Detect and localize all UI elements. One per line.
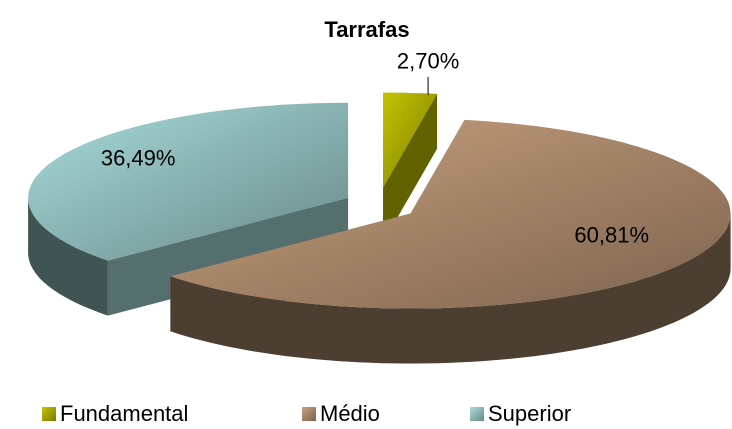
slice-side bbox=[170, 213, 731, 364]
legend-label: Médio bbox=[320, 401, 380, 426]
data-label: 60,81% bbox=[574, 223, 649, 248]
legend-label: Fundamental bbox=[60, 401, 188, 426]
data-label: 2,70% bbox=[397, 49, 459, 74]
slice-side bbox=[28, 197, 108, 316]
legend-swatch bbox=[42, 407, 56, 421]
pie-slice bbox=[170, 119, 731, 309]
pie-slice bbox=[28, 102, 349, 261]
pie-slice bbox=[383, 92, 437, 188]
chart-title: Tarrafas bbox=[324, 17, 409, 42]
slice-wall bbox=[107, 197, 349, 316]
legend-swatch bbox=[302, 407, 316, 421]
legend-label: Superior bbox=[488, 401, 571, 426]
data-label: 36,49% bbox=[101, 145, 176, 170]
legend-swatch bbox=[470, 407, 484, 421]
slice-wall bbox=[383, 93, 437, 243]
